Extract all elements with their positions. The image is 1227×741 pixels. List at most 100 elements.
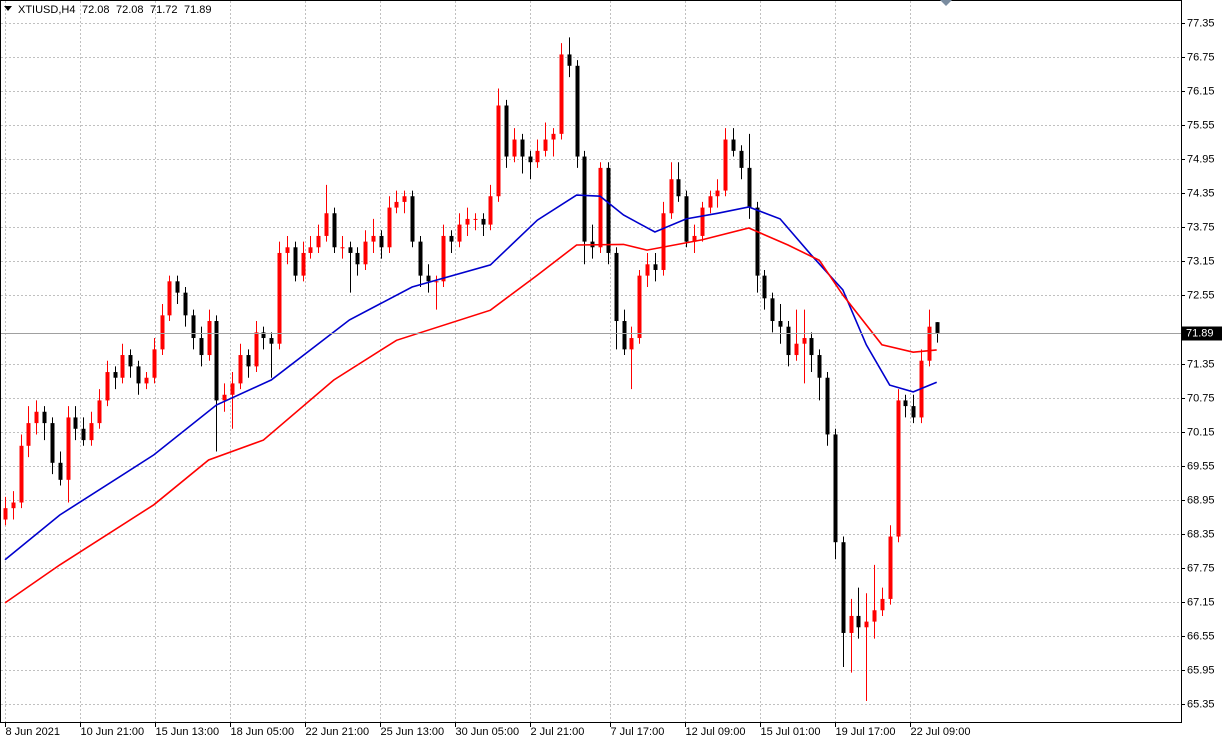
- candle-body: [606, 167, 611, 253]
- price-label: 71.89: [1186, 327, 1214, 339]
- candle-body: [246, 355, 251, 367]
- candle-body: [864, 621, 869, 628]
- menu-triangle: [4, 6, 12, 11]
- candle-body: [582, 156, 587, 242]
- x-tick-label: 18 Jun 05:00: [231, 726, 295, 738]
- candle-body: [770, 298, 775, 322]
- plot-frame: [0, 0, 1182, 723]
- candle-body: [543, 139, 548, 151]
- candle-body: [120, 355, 125, 378]
- candle-body: [355, 252, 360, 265]
- candle-body: [175, 281, 180, 293]
- candle-body: [261, 332, 266, 339]
- candle-body: [872, 610, 877, 622]
- candle-body: [426, 275, 431, 282]
- candle-body: [473, 218, 478, 220]
- y-tick-label: 75.55: [1187, 119, 1215, 131]
- candle-body: [449, 235, 454, 242]
- candle-body: [3, 508, 8, 520]
- header-low: 71.72: [150, 4, 178, 16]
- candle-body: [238, 355, 243, 384]
- candle-body: [160, 315, 165, 350]
- candle-body: [340, 247, 345, 249]
- candle-body: [191, 315, 196, 339]
- candle-body: [481, 218, 486, 225]
- candle-body: [465, 218, 470, 225]
- candle-body: [598, 167, 603, 248]
- candle-body: [856, 615, 861, 628]
- x-tick-label: 22 Jun 21:00: [306, 726, 370, 738]
- candle-body: [747, 167, 752, 208]
- y-tick-label: 70.75: [1187, 392, 1215, 404]
- candle-body: [293, 247, 298, 276]
- candle-body: [614, 252, 619, 322]
- plot-layer: [1, 1, 1181, 722]
- candle-body: [89, 423, 94, 441]
- y-tick-label: 76.75: [1187, 51, 1215, 63]
- symbol: XTIUSD,H4: [18, 4, 75, 16]
- candle-body: [504, 105, 509, 157]
- header-open: 72.08: [82, 4, 110, 16]
- candle-body: [653, 264, 658, 270]
- candle-body: [903, 400, 908, 407]
- y-tick-label: 71.35: [1187, 358, 1215, 370]
- candle-body: [19, 445, 24, 503]
- candle-body: [301, 252, 306, 276]
- candle-body: [363, 241, 368, 265]
- candle-body: [927, 326, 932, 361]
- candle-body: [911, 406, 916, 418]
- candle-body: [833, 434, 838, 543]
- candle-body: [669, 179, 674, 214]
- y-tick-label: 66.55: [1187, 630, 1215, 642]
- moving-average: [4, 194, 938, 561]
- candle-body: [152, 349, 157, 378]
- header-high: 72.08: [116, 4, 144, 16]
- y-tick-label: 77.35: [1187, 17, 1215, 29]
- candle-body: [645, 264, 650, 276]
- candle-body: [379, 235, 384, 248]
- candle-body: [880, 598, 885, 611]
- candle-body: [410, 196, 415, 242]
- candle-body: [128, 355, 133, 367]
- candle-body: [762, 275, 767, 299]
- candle-body: [786, 326, 791, 356]
- y-tick-label: 67.15: [1187, 596, 1215, 608]
- candle-body: [676, 179, 681, 197]
- candle-body: [371, 235, 376, 242]
- candle-body: [199, 338, 204, 356]
- candle-body: [441, 235, 446, 282]
- y-tick-label: 70.15: [1187, 426, 1215, 438]
- candle-body: [214, 321, 219, 401]
- candle-body: [802, 338, 807, 344]
- y-tick-label: 73.75: [1187, 221, 1215, 233]
- candle-body: [58, 462, 63, 480]
- candle-body: [308, 247, 313, 253]
- shift-marker: [940, 0, 952, 6]
- candle-body: [11, 502, 16, 509]
- candle-body: [731, 139, 736, 151]
- candle-body: [520, 139, 525, 157]
- candle-body: [723, 139, 728, 191]
- candle-body: [888, 536, 893, 599]
- candle-body: [559, 54, 564, 134]
- candle-body: [285, 247, 290, 253]
- candle-body: [394, 201, 399, 208]
- candle-body: [755, 207, 760, 276]
- y-tick-label: 74.35: [1187, 187, 1215, 199]
- x-tick-label: 15 Jun 13:00: [156, 726, 220, 738]
- candle-body: [418, 241, 423, 276]
- x-tick-label: 30 Jun 05:00: [456, 726, 520, 738]
- candle-body: [935, 322, 940, 333]
- candle-body: [457, 224, 462, 242]
- candle-body: [778, 321, 783, 327]
- candle-body: [269, 338, 274, 344]
- candle-body: [402, 196, 407, 202]
- candle-body: [34, 411, 39, 424]
- x-tick-label: 2 Jul 21:00: [531, 726, 585, 738]
- candle-body: [183, 292, 188, 316]
- candle-body: [81, 428, 86, 441]
- y-tick-label: 74.95: [1187, 153, 1215, 165]
- candle-body: [661, 213, 666, 270]
